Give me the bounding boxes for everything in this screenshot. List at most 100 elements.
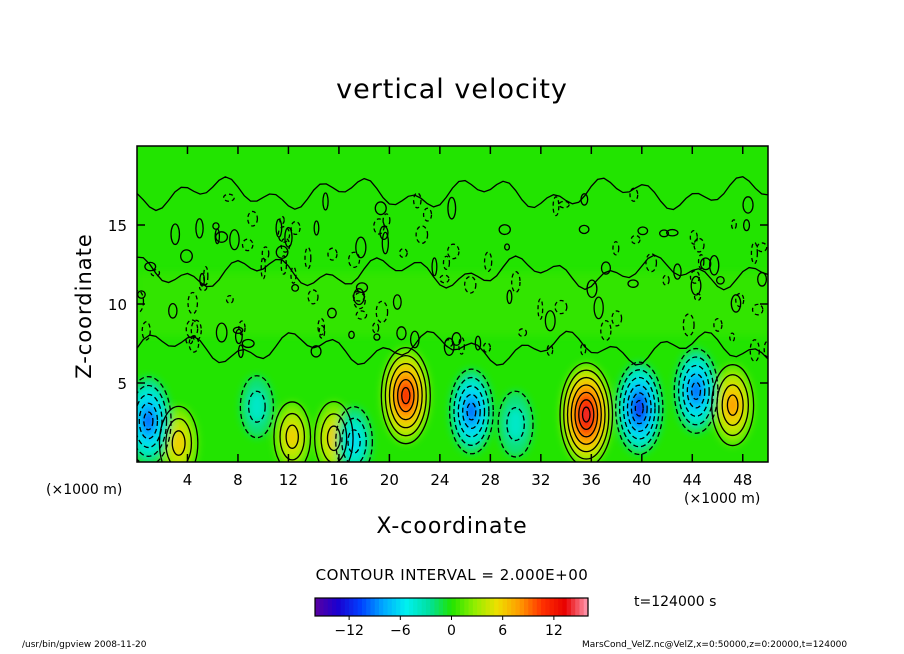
contour-12-1 xyxy=(247,390,266,423)
colorbar-swatch xyxy=(541,598,546,616)
contour-8-2 xyxy=(622,376,656,440)
colorbar-swatch xyxy=(349,598,354,616)
colorbar-swatch xyxy=(413,598,418,616)
colorbar-swatch xyxy=(566,598,572,616)
contour-2-0 xyxy=(711,364,755,447)
contour-3-2 xyxy=(285,424,299,449)
turbulence-contour xyxy=(666,228,679,237)
contour-10-1 xyxy=(341,417,367,462)
x-tick-label: 8 xyxy=(233,471,243,489)
turbulence-contour xyxy=(431,257,438,277)
feature-7 xyxy=(449,369,494,454)
colorbar-swatch xyxy=(340,598,346,616)
feature-1-level-6 xyxy=(582,407,591,423)
colorbar-swatch xyxy=(532,598,538,616)
turbulence-contour xyxy=(673,263,682,280)
turbulence-contour xyxy=(382,213,391,228)
turbulence-contour xyxy=(439,274,450,284)
turbulence-contour xyxy=(275,245,289,259)
contour-9-3 xyxy=(686,373,706,409)
colorbar-swatch xyxy=(575,598,581,616)
colorbar-swatch xyxy=(583,598,589,616)
time-label: t=124000 s xyxy=(634,594,717,610)
colorbar-swatch xyxy=(468,598,474,616)
turbulence-contour xyxy=(170,223,181,246)
turbulence-contour xyxy=(199,272,206,287)
contour-0-0 xyxy=(380,346,431,445)
turbulence-contour xyxy=(552,196,560,217)
colorbar-swatch xyxy=(383,598,389,616)
contour-7-3 xyxy=(462,393,481,430)
feature-0-level-5 xyxy=(401,387,410,404)
feature-9-level-4 xyxy=(691,382,701,400)
contour-6-0 xyxy=(137,376,172,462)
colorbar-swatch xyxy=(519,598,525,616)
turbulence-contour xyxy=(381,231,390,255)
turbulence-contour xyxy=(474,335,482,351)
feature-12 xyxy=(240,375,274,438)
colorbar-tick-label: 0 xyxy=(447,623,456,639)
colorbar-swatch xyxy=(421,598,427,616)
turbulence-contour xyxy=(690,275,702,296)
x-tick-label: 12 xyxy=(279,471,298,489)
x-axis-label: X-coordinate xyxy=(376,514,528,539)
feature-2-level-3 xyxy=(727,395,738,416)
turbulence-contour xyxy=(447,196,457,220)
x-tick-label: 36 xyxy=(582,471,601,489)
contour-1-5 xyxy=(578,399,595,431)
turbulence-contour xyxy=(187,291,199,315)
feature-10-level-2 xyxy=(347,429,361,454)
colorbar-swatch xyxy=(447,598,453,616)
feature-3 xyxy=(273,401,311,462)
colorbar-swatch xyxy=(481,598,487,616)
turbulence-contour xyxy=(442,255,451,270)
turbulence-contour xyxy=(498,224,511,236)
turbulence-contour xyxy=(693,237,705,253)
contour-7-4 xyxy=(466,402,477,421)
contour-0-4 xyxy=(396,378,415,413)
turbulence-contour xyxy=(372,322,380,334)
turbulence-contour xyxy=(662,274,670,286)
turbulence-contour xyxy=(443,337,455,356)
colorbar-swatch xyxy=(434,598,440,616)
colorbar-swatch xyxy=(378,598,384,616)
turbulence-contour xyxy=(558,200,570,209)
turbulence-contour xyxy=(234,328,243,345)
feature-6 xyxy=(137,376,172,462)
colorbar-swatch xyxy=(549,598,555,616)
colorbar-swatch xyxy=(511,598,517,616)
contour-2-3 xyxy=(726,394,739,416)
contour-1-0 xyxy=(559,362,614,462)
x-unit-label-right: (×1000 m) xyxy=(684,491,761,507)
turbulence-contour xyxy=(144,261,157,272)
turbulence-contour xyxy=(373,333,381,341)
contour-6-3 xyxy=(138,402,159,440)
zero-contour xyxy=(137,176,768,212)
colorbar-swatch xyxy=(485,598,491,616)
contour-1-2 xyxy=(566,376,606,453)
contour-10-0 xyxy=(335,406,374,462)
turbulence-contour xyxy=(195,218,204,239)
turbulence-contour xyxy=(241,238,254,252)
turbulence-contour xyxy=(215,322,228,343)
turbulence-contour xyxy=(611,310,623,327)
turbulence-contour xyxy=(355,282,369,293)
feature-7-level-4 xyxy=(467,402,476,420)
turbulence-contour xyxy=(659,229,670,238)
x-tick-label: 40 xyxy=(632,471,651,489)
turbulence-contour xyxy=(444,339,454,348)
colorbar-swatch xyxy=(438,598,444,616)
turbulence-contour xyxy=(261,246,270,261)
plot-area xyxy=(136,145,769,463)
turbulence-contour xyxy=(137,289,145,314)
contour-6-4 xyxy=(143,411,154,431)
chart-title: vertical velocity xyxy=(336,74,568,105)
turbulence-contour xyxy=(422,207,433,222)
colorbar-swatch xyxy=(323,598,329,616)
turbulence-contour xyxy=(355,236,367,259)
turbulence-contour xyxy=(697,254,705,270)
contour-1-1 xyxy=(563,369,610,460)
colorbar-swatch xyxy=(442,598,448,616)
colorbar-swatch xyxy=(579,598,585,616)
